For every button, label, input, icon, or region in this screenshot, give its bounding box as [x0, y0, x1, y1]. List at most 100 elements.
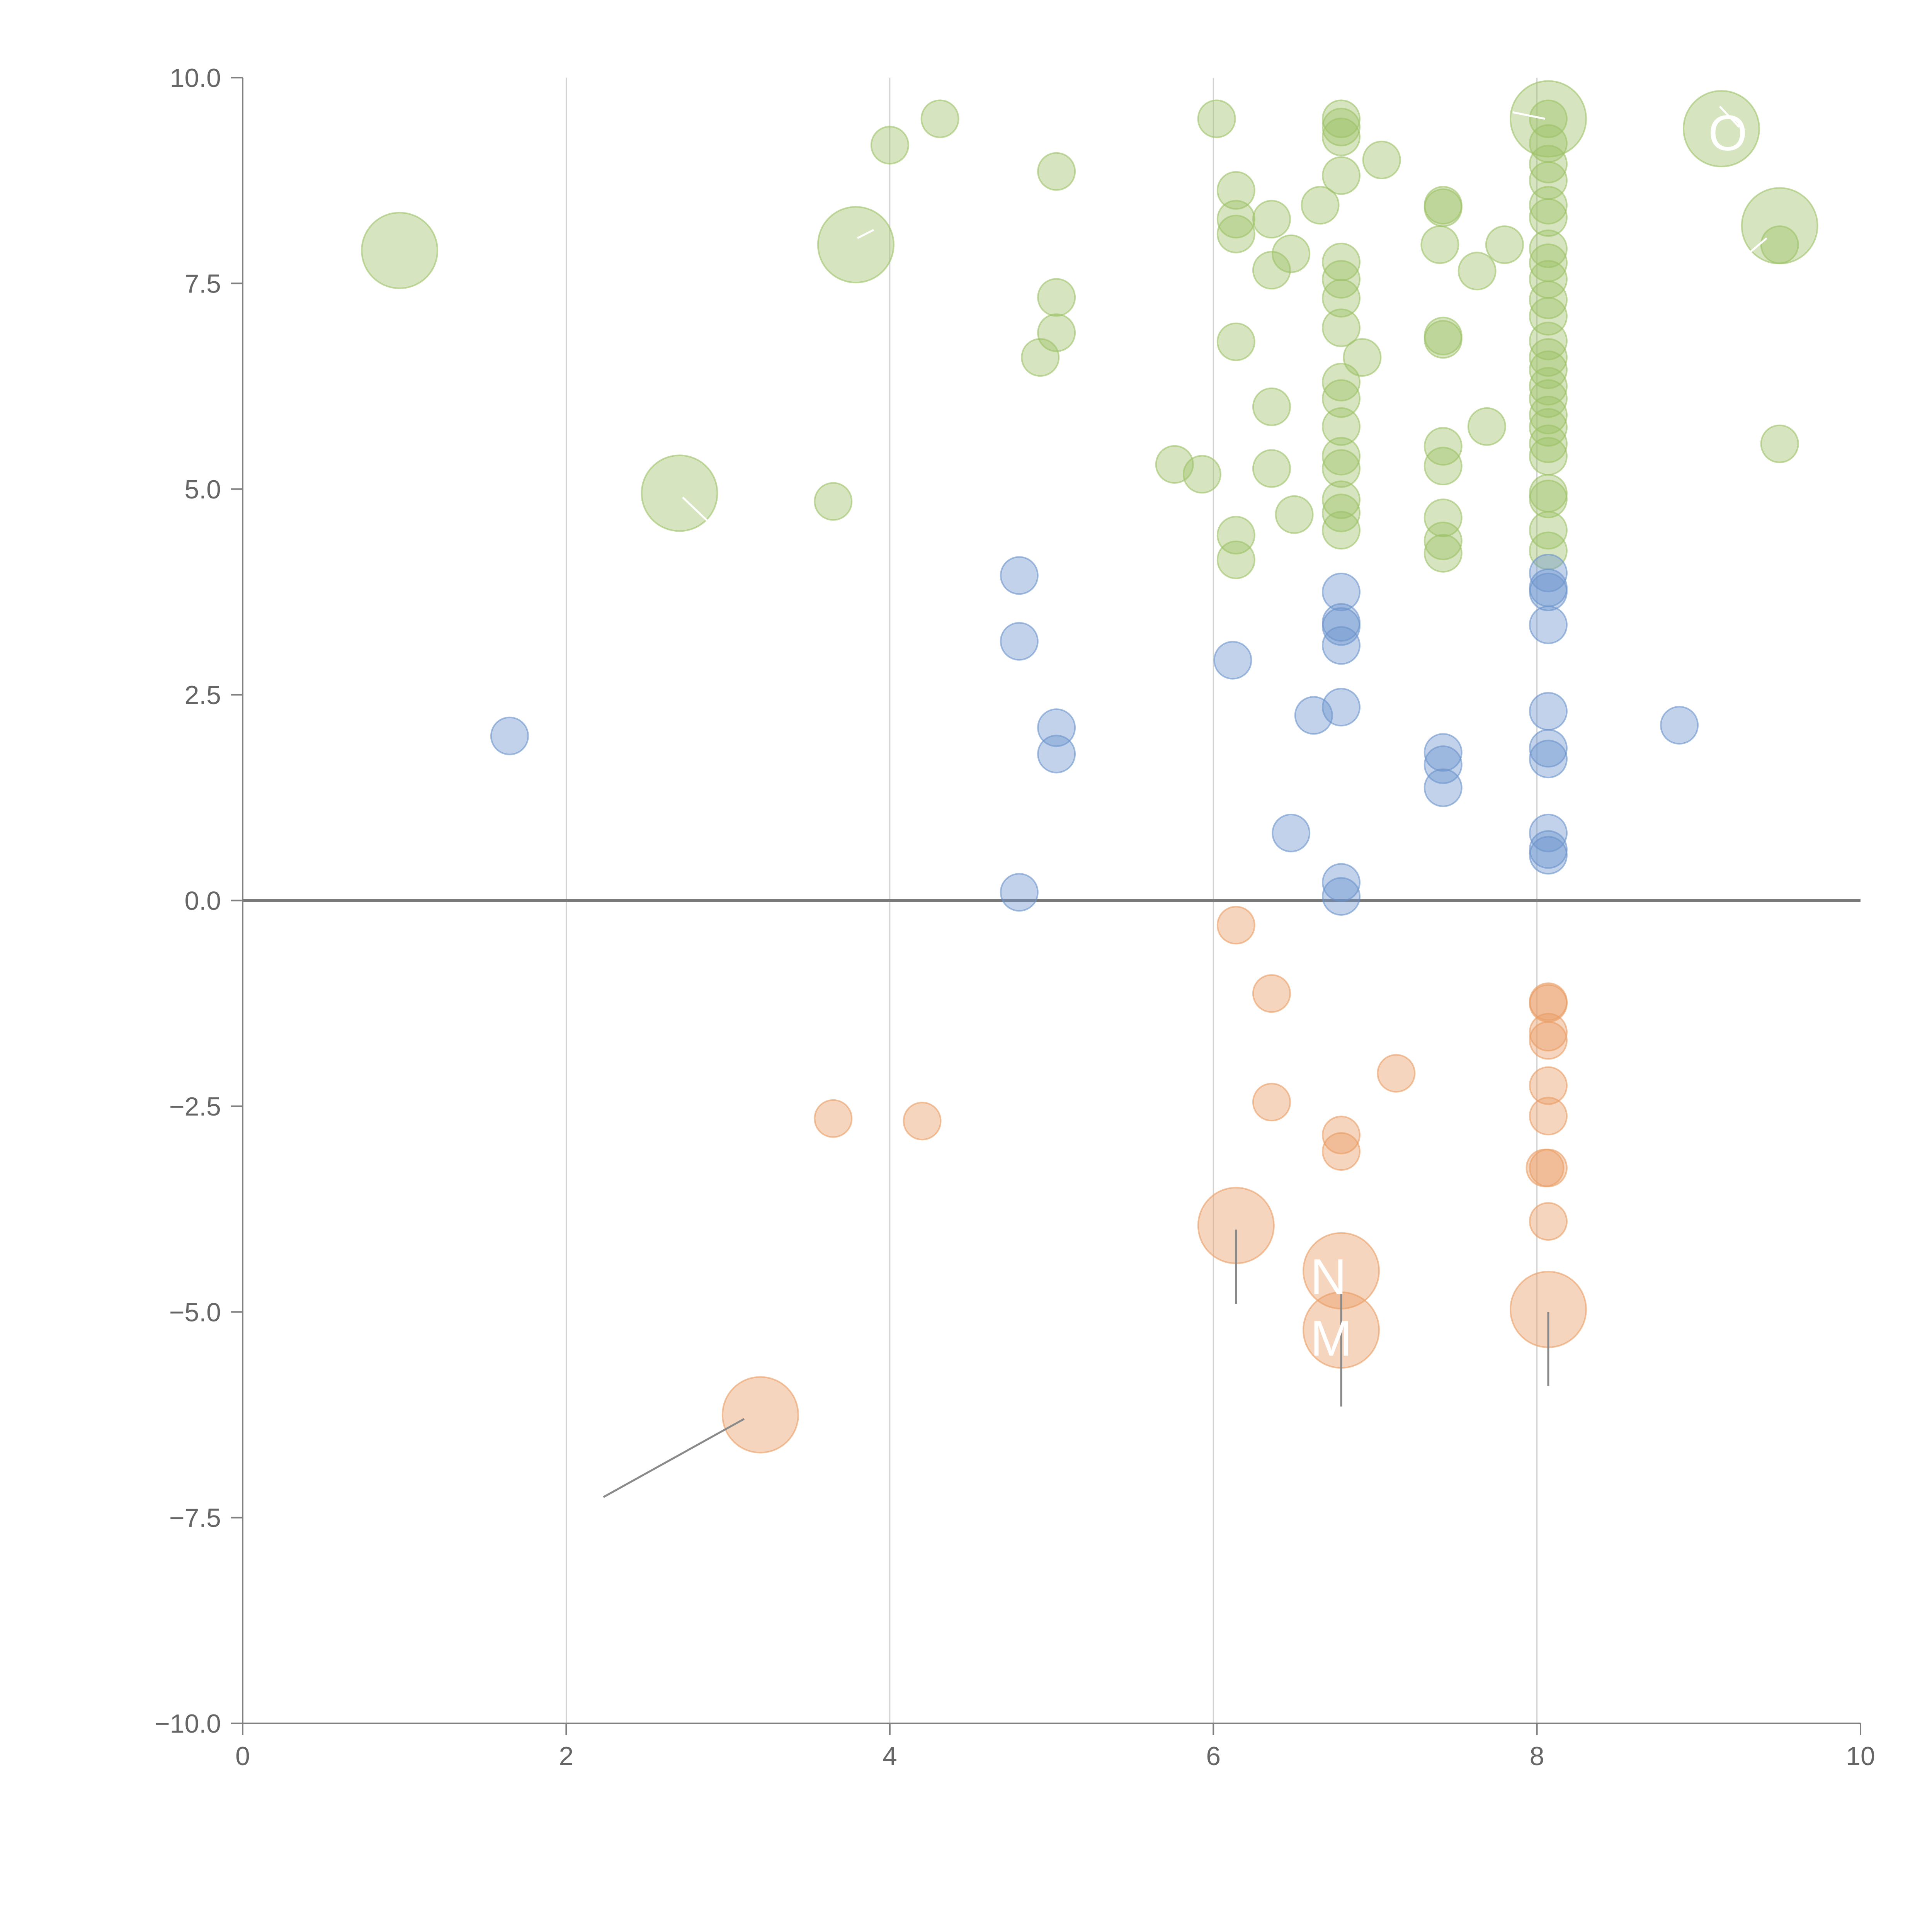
bubble-low — [903, 1102, 942, 1141]
bubble-high — [920, 99, 959, 138]
bubble-high — [1423, 447, 1463, 486]
annotation-leader — [857, 229, 874, 239]
bubble-mid — [1321, 572, 1361, 611]
bubble-high — [1301, 186, 1340, 225]
bubble-high — [1252, 387, 1291, 426]
bubble-low — [1529, 1021, 1568, 1060]
y-tick-label: −10.0 — [155, 1709, 221, 1738]
bubble-high — [361, 212, 439, 289]
bubble-high — [1529, 338, 1568, 377]
bubble-high — [1272, 234, 1311, 273]
bubble-low — [1529, 1013, 1568, 1052]
bubble-high — [1529, 379, 1568, 418]
annotation-leader — [1512, 111, 1546, 120]
bubble-high — [1420, 225, 1459, 264]
bubble-high — [1321, 379, 1361, 418]
annotation-label: O — [1708, 105, 1747, 161]
bubble-high — [1252, 449, 1291, 488]
annotation-label: M — [1310, 1310, 1352, 1366]
bubble-high — [1037, 152, 1076, 191]
bubble-mid — [1037, 735, 1076, 774]
bubble-high — [1037, 278, 1076, 317]
bubble-high — [1682, 90, 1760, 168]
bubble-high — [1529, 350, 1568, 389]
bubble-low — [1252, 974, 1291, 1013]
y-tick-label: 0.0 — [184, 886, 221, 916]
bubble-high — [1321, 480, 1361, 519]
bubble-high — [1321, 437, 1361, 476]
bubble-high — [1760, 424, 1799, 463]
bubble-mid — [1321, 688, 1361, 727]
bubble-high — [1467, 407, 1506, 446]
bubble-high — [1529, 186, 1568, 225]
bubble-high — [1216, 171, 1255, 210]
bubble-high — [1343, 338, 1382, 377]
bubble-high — [1529, 280, 1568, 319]
bubble-high — [1321, 279, 1361, 318]
bubble-high — [1321, 362, 1361, 401]
bubble-low — [1529, 1066, 1568, 1105]
bubble-high — [1216, 540, 1255, 579]
y-tick-label: −5.0 — [169, 1298, 221, 1327]
x-tick-label: 4 — [883, 1742, 897, 1771]
y-tick-label: 10.0 — [170, 63, 221, 93]
bubble-high — [1216, 214, 1255, 253]
bubble-mid — [1529, 729, 1568, 768]
y-tick-label: 5.0 — [184, 475, 221, 504]
bubble-mid — [1423, 733, 1463, 772]
bubble-high — [1529, 229, 1568, 268]
bubble-low — [1321, 1132, 1361, 1171]
bubble-high — [1529, 145, 1568, 184]
bubble-mid — [1272, 813, 1311, 852]
bubble-low — [721, 1376, 799, 1454]
bubble-high — [1529, 396, 1568, 435]
bubble-high — [1509, 80, 1587, 158]
y-tick-label: −7.5 — [169, 1503, 221, 1533]
y-tick-label: −2.5 — [169, 1092, 221, 1121]
annotation-leader — [1747, 237, 1767, 255]
bubble-high — [814, 482, 853, 521]
bubble-mid — [1423, 745, 1463, 784]
bubble-high — [1321, 511, 1361, 550]
bubble-high — [1529, 198, 1568, 237]
bubble-mid — [1529, 692, 1568, 731]
bubble-mid — [1000, 873, 1039, 912]
bubble-high — [1423, 521, 1463, 560]
bubble-low — [1529, 1097, 1568, 1136]
bubble-mid — [1000, 556, 1039, 595]
bubble-mid — [1321, 877, 1361, 916]
bubble-high — [1321, 407, 1361, 446]
bubble-high — [1423, 534, 1463, 573]
bubble-high — [1021, 338, 1060, 377]
bubble-high — [1321, 243, 1361, 282]
bubble-mid — [1660, 706, 1699, 745]
y-tick-label: 2.5 — [184, 680, 221, 710]
x-tick-label: 6 — [1206, 1742, 1221, 1771]
bubble-high — [1321, 449, 1361, 488]
bubble-high — [1252, 251, 1291, 290]
bubble-mid — [1529, 605, 1568, 645]
bubble-high — [1529, 511, 1568, 550]
bubble-high — [1321, 107, 1361, 146]
bubble-high — [1529, 437, 1568, 476]
bubble-mid — [1037, 708, 1076, 747]
bubble-high — [1485, 225, 1524, 264]
bubble-high — [1321, 308, 1361, 347]
bubble-layer — [361, 80, 1818, 1454]
bubble-mid — [1529, 813, 1568, 852]
bubble-mid — [1529, 836, 1568, 875]
bubble-high — [1321, 156, 1361, 195]
bubble-low — [1252, 1083, 1291, 1122]
bubble-mid — [1213, 641, 1252, 680]
bubble-high — [1321, 117, 1361, 156]
annotation-leader — [1719, 105, 1740, 128]
bubble-high — [1529, 367, 1568, 406]
bubble-high — [1529, 424, 1568, 463]
annotation-leader — [682, 497, 709, 523]
x-tick-label: 8 — [1530, 1742, 1544, 1771]
x-tick-label: 2 — [559, 1742, 573, 1771]
bubble-high — [1423, 498, 1463, 537]
bubble-high — [1458, 252, 1497, 291]
